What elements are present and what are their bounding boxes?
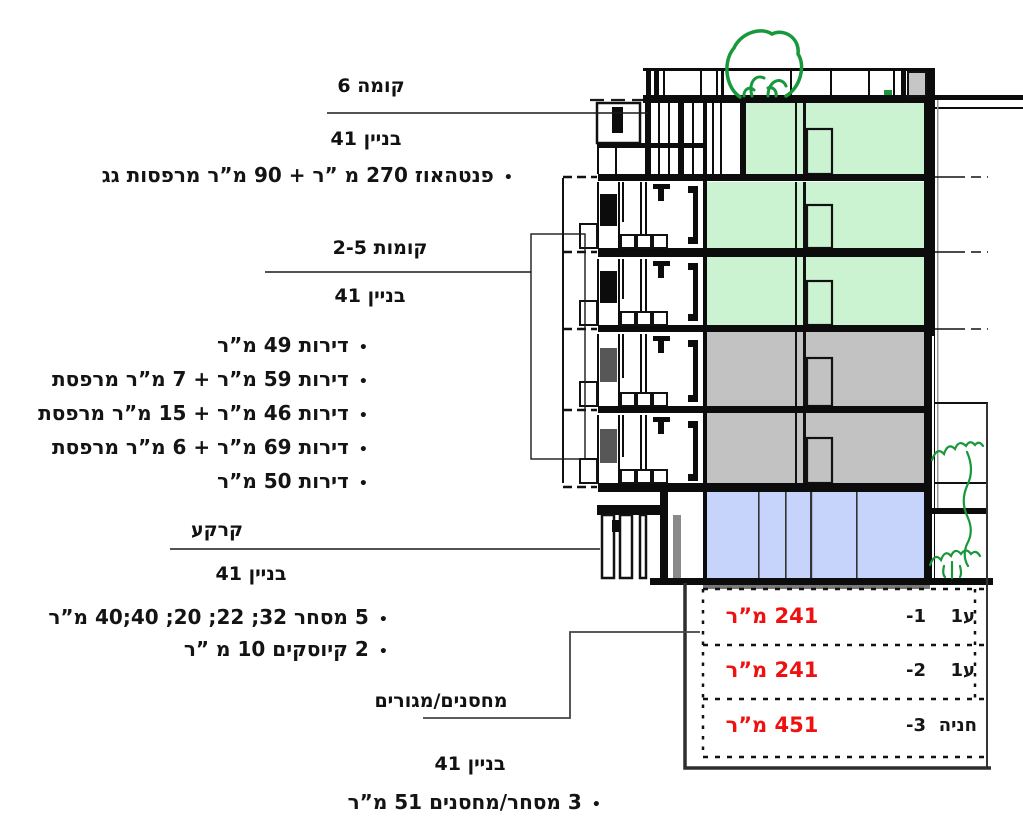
basement1-level: -1 [906, 606, 926, 627]
basement1-use: ע1 [950, 606, 975, 627]
leader-storage [423, 631, 700, 719]
facade-floor5 [579, 182, 698, 249]
floor2-room [703, 413, 930, 483]
building-label-storage: בניין 41 [434, 753, 506, 775]
basement3-use: חניה [938, 715, 977, 736]
building-label-ground: בניין 41 [215, 563, 287, 585]
floor5-room [703, 182, 930, 248]
street-terrace-slab [930, 508, 988, 514]
items-floor6: פנטהאוז 270 מ ”ר + 90 מ”ר מרפסות גג [102, 160, 513, 193]
site-boundary-line [986, 403, 988, 768]
heading-ground: קרקע [190, 519, 244, 541]
roof-equipment-box [907, 71, 927, 97]
interior-walls [795, 103, 806, 483]
floor6-penthouse-room [746, 103, 930, 174]
items-floors2-5: דירות 49 מ”ר דירות 59 מ”ר + 7 מ”ר מרפסת … [38, 330, 368, 500]
list-item: פנטהאוז 270 מ ”ר + 90 מ”ר מרפסות גג [102, 160, 513, 193]
roof-railing [643, 68, 933, 98]
heading-storage: מחסנים/מגורים [374, 690, 508, 712]
items-ground: 5 מסחר 32; 22; 20; 40;40 מ”ר 2 קיוסקים 1… [48, 603, 388, 667]
ground-floor-partitions [758, 492, 858, 578]
leader-bracket-floors2-5 [530, 233, 586, 460]
list-item: דירות 46 מ”ר + 15 מ”ר מרפסת [38, 398, 368, 432]
list-item: דירות 49 מ”ר [38, 330, 368, 364]
building-label-floors2-5: בניין 41 [334, 285, 406, 307]
basement1-area: 241 מ”ר [725, 604, 819, 628]
ground-colonnade [597, 492, 681, 580]
facade-left-edge [562, 178, 564, 483]
basement2-use: ע1 [950, 660, 975, 681]
right-wall [924, 68, 939, 578]
roof-planter [884, 90, 892, 95]
facade-floor2 [579, 415, 698, 484]
list-item: דירות 69 מ”ר + 6 מ”ר מרפסת [38, 432, 368, 466]
list-item: דירות 59 מ”ר + 7 מ”ר מרפסת [38, 364, 368, 398]
rooms [703, 103, 930, 578]
basement2-level: -2 [906, 660, 926, 681]
roof-slab [643, 95, 933, 103]
floor-slabs [598, 95, 1023, 589]
list-item: 5 מסחר 32; 22; 20; 40;40 מ”ר [48, 603, 388, 635]
heading-floor6: קומה 6 [337, 75, 405, 97]
ground-floor-room [703, 492, 930, 578]
facade-floor4 [579, 259, 698, 326]
penthouse-core [595, 95, 746, 174]
bush-icons [928, 441, 985, 580]
basement-dashed-box [701, 587, 987, 759]
basement3-level: -3 [906, 715, 926, 736]
facade-floor3 [579, 334, 698, 407]
list-item: 3 מסחר/מחסנים 51 מ”ר [348, 789, 601, 818]
heading-floors2-5: קומות 2-5 [332, 237, 428, 259]
basement3-area: 451 מ”ר [725, 713, 819, 737]
floor3-room [703, 332, 930, 406]
tree-icon [725, 29, 804, 99]
floor4-room [703, 257, 930, 325]
floor-level-lines-left [563, 175, 597, 489]
basement2-area: 241 מ”ר [725, 658, 819, 682]
ground-line [650, 578, 993, 585]
leader-lines [170, 98, 700, 719]
building-label-floor6: בניין 41 [330, 128, 402, 150]
floor-level-lines-right [935, 176, 988, 484]
items-storage: 3 מסחר/מחסנים 51 מ”ר [348, 789, 601, 818]
list-item: 2 קיוסקים 10 מ ”ר [48, 635, 388, 667]
list-item: דירות 50 מ”ר [38, 466, 368, 500]
excavation-wall-line [683, 583, 991, 770]
